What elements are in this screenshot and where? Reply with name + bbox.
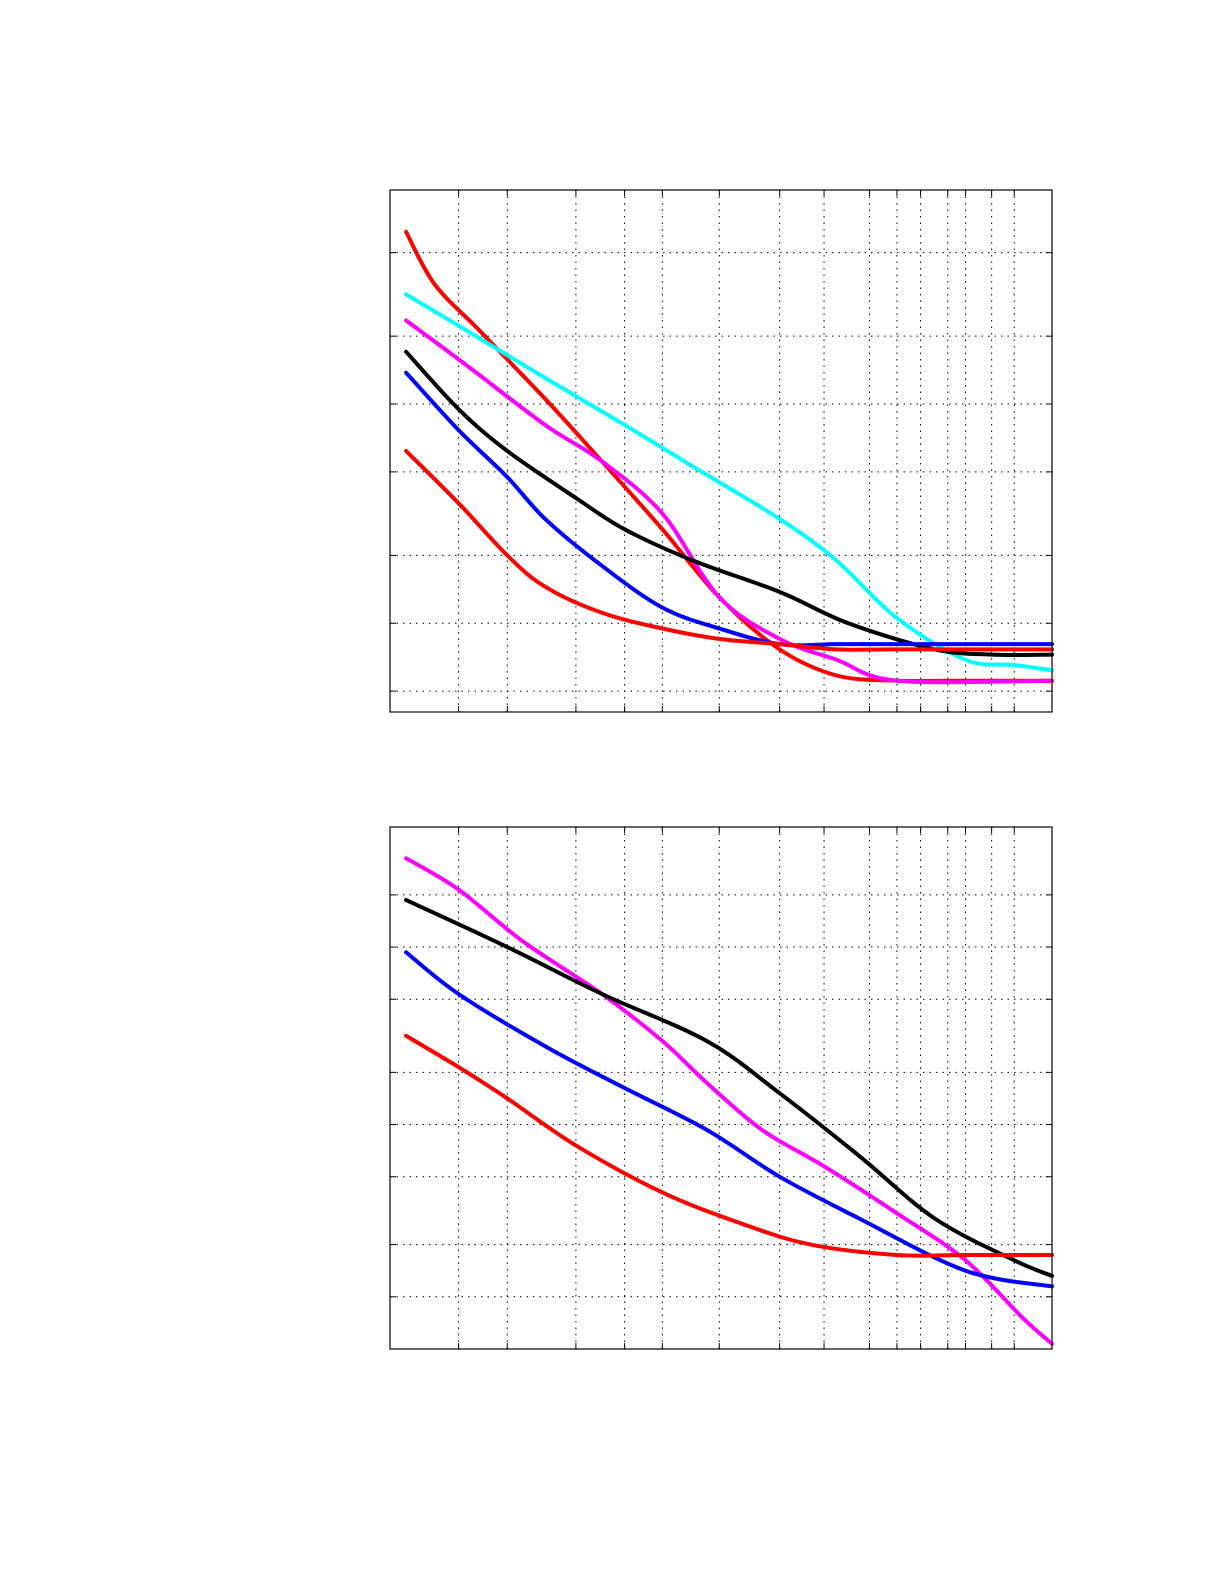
series-line-5 (404, 449, 1054, 652)
series-line-1 (404, 292, 1054, 673)
series-line-0 (404, 229, 1054, 684)
series-line-2 (404, 318, 1054, 685)
series-line-2 (404, 950, 1054, 1289)
series-line-3 (404, 1033, 1054, 1258)
plot-frame (389, 826, 1053, 1350)
series-line-1 (404, 898, 1054, 1278)
plot-frame (389, 189, 1053, 713)
series-line-0 (404, 856, 1054, 1346)
series-line-4 (404, 370, 1054, 648)
top-chart (389, 189, 1054, 713)
bottom-chart (389, 826, 1054, 1350)
